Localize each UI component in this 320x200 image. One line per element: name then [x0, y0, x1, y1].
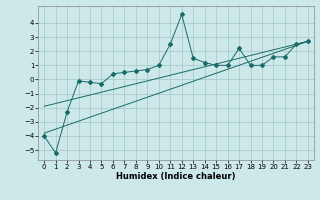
X-axis label: Humidex (Indice chaleur): Humidex (Indice chaleur) — [116, 172, 236, 181]
